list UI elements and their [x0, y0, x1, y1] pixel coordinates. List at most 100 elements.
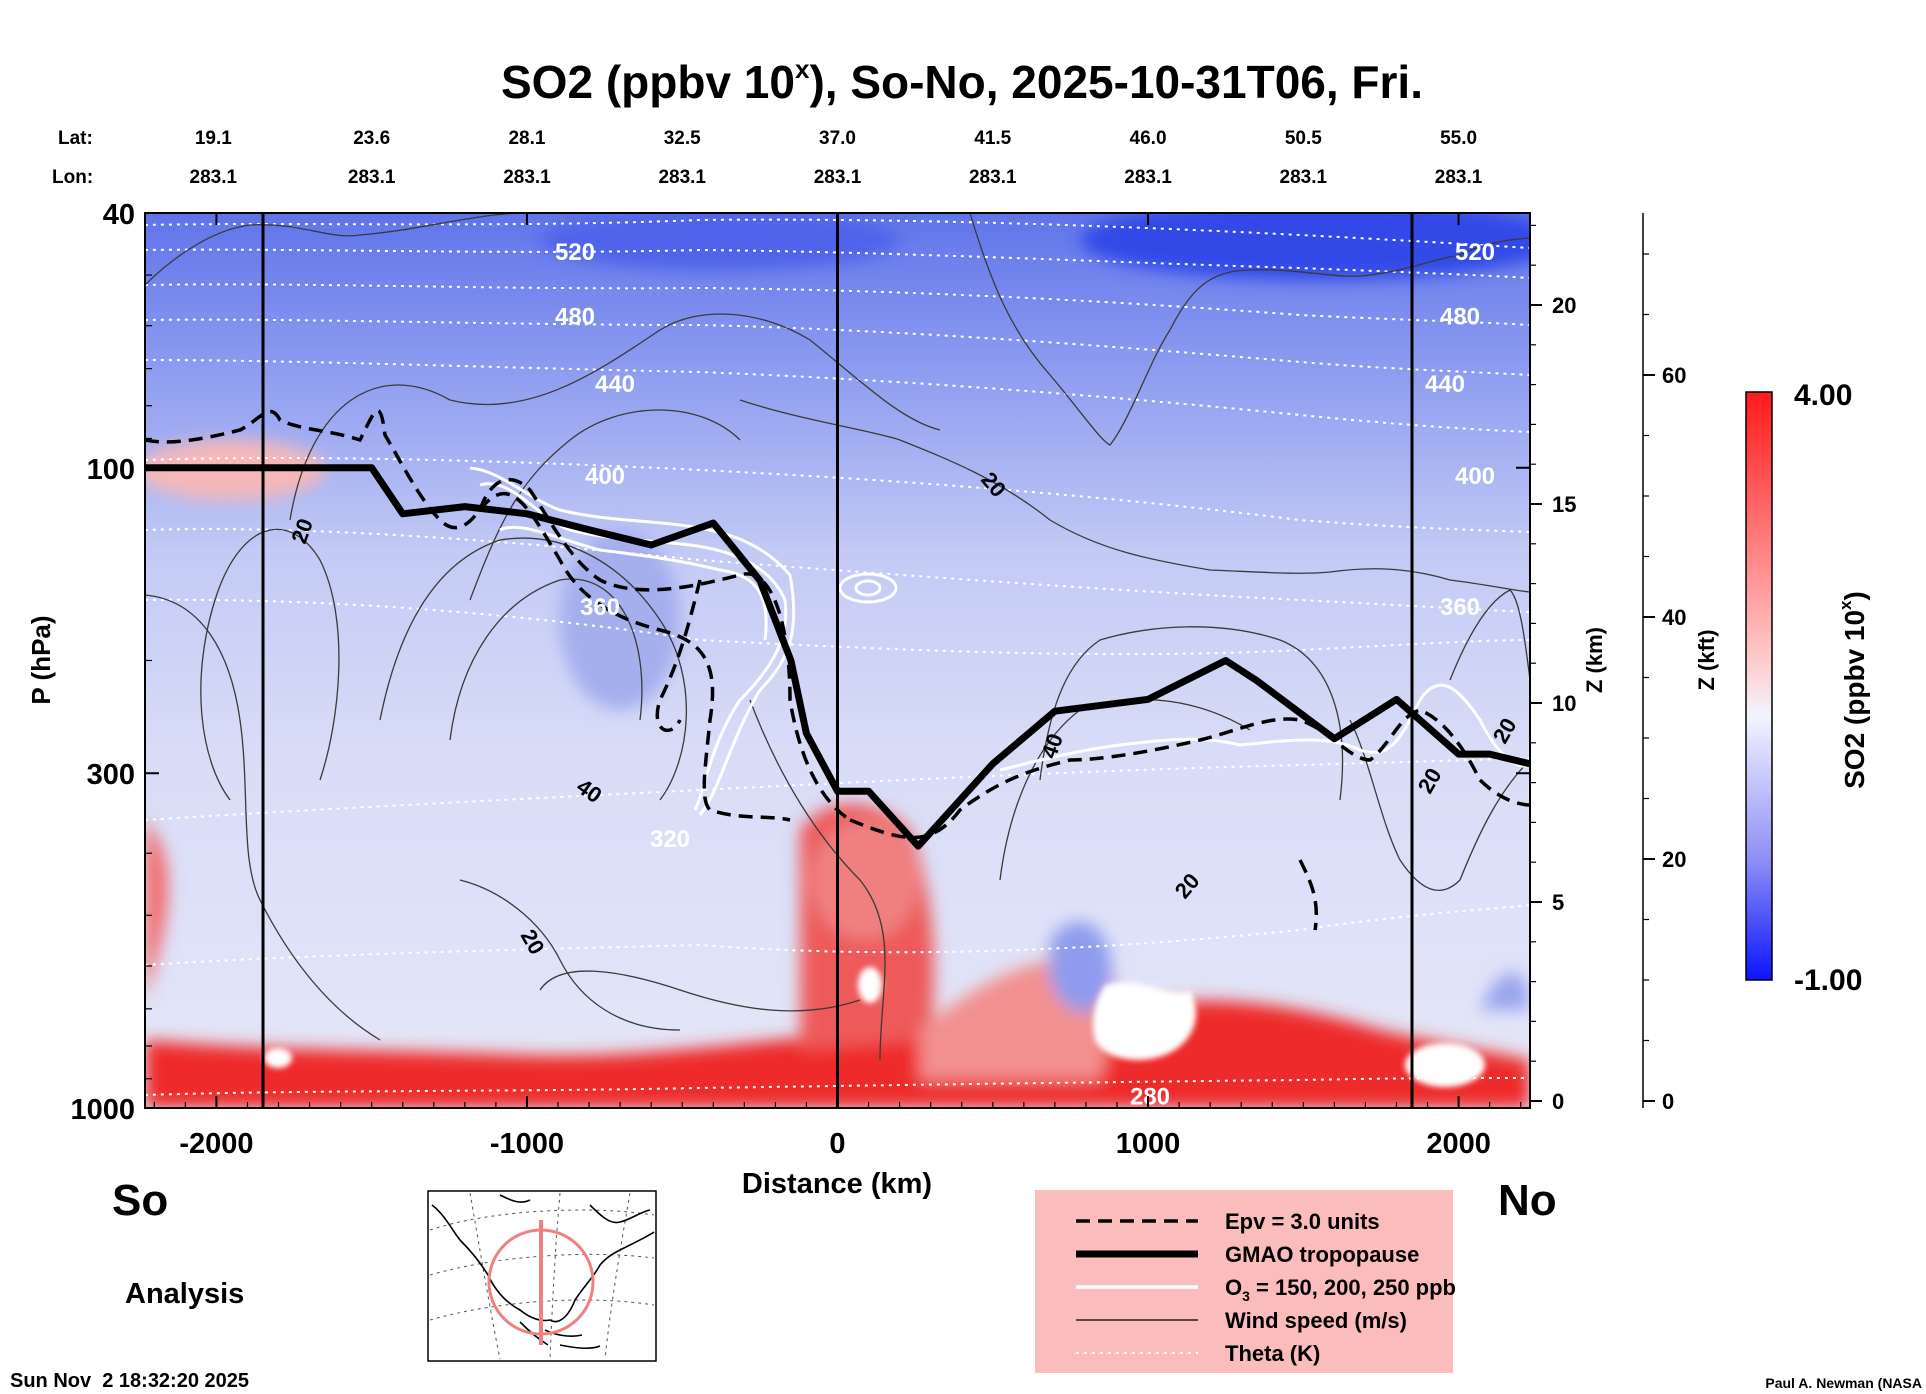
- chart-title: SO2 (ppbv 10x), So-No, 2025-10-31T06, Fr…: [501, 54, 1423, 108]
- epv-contour-south-2: [1298, 859, 1319, 931]
- legend-theta-label: Theta (K): [1225, 1341, 1320, 1366]
- wind-contour-8: [539, 970, 861, 1012]
- theta-400-line: [145, 457, 1530, 533]
- x-tick-label: -2000: [179, 1128, 253, 1160]
- theta-label: 400: [585, 463, 625, 490]
- lat-value: 41.5: [974, 128, 1011, 149]
- theta-460-line: [145, 318, 1530, 376]
- gmao-tropopause-line: [145, 464, 1530, 850]
- so2-mid-low: [560, 530, 680, 710]
- theta-label: 480: [1440, 303, 1480, 330]
- inset-map-grid: [429, 1192, 655, 1360]
- p-tick-label: 1000: [70, 1094, 135, 1126]
- so2-lower-low-2: [1480, 972, 1530, 1010]
- lat-value: 37.0: [819, 128, 856, 149]
- wind-contour-10: [749, 699, 886, 1061]
- lon-value: 283.1: [348, 167, 396, 188]
- wind-contour-3: [200, 528, 340, 801]
- analysis-label: Analysis: [125, 1278, 244, 1310]
- legend-ozone-label: O3 = 150, 200, 250 ppb: [1225, 1275, 1456, 1304]
- lat-value: 28.1: [508, 128, 545, 149]
- z-km-tick-label: 15: [1552, 492, 1576, 517]
- theta-360-line: [145, 598, 1530, 656]
- wind-contour-2: [145, 594, 381, 1041]
- lon-value: 283.1: [503, 167, 551, 188]
- wind-contour-9: [469, 409, 741, 601]
- footer-timestamp: Sun Nov 2 18:32:20 2025: [10, 1370, 249, 1392]
- epv-contour-mid: [478, 492, 791, 822]
- theta-280-line: [145, 1077, 1530, 1096]
- theta-480-line: [145, 283, 1530, 326]
- lon-value: 283.1: [1280, 167, 1328, 188]
- z-kft-tick-label: 40: [1662, 605, 1686, 630]
- inset-map: [427, 1190, 657, 1362]
- ozone-closed-contour-inner: [854, 579, 882, 597]
- epv-contour-north: [849, 708, 1530, 840]
- x-tick-label: -1000: [490, 1128, 564, 1160]
- vertical-markers: [261, 213, 1414, 1108]
- lon-value: 283.1: [1435, 167, 1483, 188]
- p-tick-label: 300: [87, 759, 135, 791]
- lon-value: 283.1: [658, 167, 706, 188]
- wind-contour-5: [379, 537, 688, 801]
- colorbar-title: SO2 (ppbv 10x): [1836, 591, 1870, 789]
- theta-label: 360: [1440, 594, 1480, 621]
- z-km-tick-label: 0: [1552, 1089, 1564, 1114]
- lat-value: 19.1: [195, 128, 232, 149]
- ozone-contour-150: [469, 466, 796, 816]
- x-axis: -2000 -1000 0 1000 2000: [153, 213, 1522, 1160]
- y-axis-label: P (hPa): [26, 615, 56, 704]
- theta-label: 440: [595, 371, 635, 398]
- colorbar-min-label: -1.00: [1794, 964, 1862, 997]
- wind-contour-11: [969, 213, 1530, 446]
- z-km-tick-label: 20: [1552, 293, 1576, 318]
- theta-labels: 520 520 480 480 440 440 400 400 360 360 320 280: [555, 239, 1495, 1108]
- lon-value: 283.1: [190, 167, 238, 188]
- so2-surface-lower-high: [145, 820, 168, 1000]
- lon-value: 283.1: [969, 167, 1017, 188]
- wind-contour-1: [145, 213, 521, 286]
- theta-310-line: [145, 904, 1530, 966]
- lon-value: 283.1: [1124, 167, 1172, 188]
- theta-label: 520: [555, 239, 595, 266]
- so2-white-blob-3: [1405, 1043, 1485, 1087]
- map-grid-lat-1: [429, 1209, 655, 1231]
- theta-520-line: [145, 218, 1530, 249]
- colorbar-gradient: [1745, 391, 1773, 981]
- z-km-axis: 0 5 10 15 20: [1530, 224, 1576, 1114]
- theta-label: 360: [580, 594, 620, 621]
- p-tick-label: 100: [87, 454, 135, 486]
- z-kft-axis-label: Z (kft): [1694, 629, 1719, 690]
- lon-label: Lon:: [52, 167, 93, 188]
- so2-stratosphere-low: [1080, 213, 1530, 280]
- wind-contour-7: [459, 879, 681, 1031]
- wind-contour-13: [1039, 626, 1344, 801]
- so2-missing-region: [1093, 982, 1196, 1060]
- epv-contour-main: [145, 409, 851, 822]
- x-axis-label: Distance (km): [742, 1168, 932, 1200]
- z-km-tick-label: 10: [1552, 691, 1576, 716]
- lat-label: Lat:: [58, 128, 93, 149]
- pressure-axis: 40 100 300 1000: [70, 199, 1530, 1126]
- wind-contour-6: [449, 578, 643, 741]
- lon-value: 283.1: [814, 167, 862, 188]
- inset-map-coastline: [431, 1194, 655, 1350]
- lat-value: 23.6: [353, 128, 390, 149]
- z-km-tick-label: 5: [1552, 890, 1564, 915]
- lat-lon-header: 19.1 283.1 23.6 283.1 28.1 283.1 32.5 283.1 37.0…: [190, 128, 1483, 188]
- wind-contour-15: [1449, 589, 1530, 681]
- theta-label: 320: [650, 826, 690, 853]
- theta-label: 520: [1455, 239, 1495, 266]
- wind-contour-12: [739, 399, 1530, 593]
- wind-contour-16: [1349, 719, 1461, 891]
- theta-label: 400: [1455, 463, 1495, 490]
- lat-value: 32.5: [664, 128, 701, 149]
- theta-contours: [145, 218, 1530, 1096]
- theta-320-line: [145, 757, 1530, 821]
- epv-contours: [145, 409, 1530, 931]
- p-tick-label: 40: [103, 199, 135, 231]
- x-tick-label: 0: [829, 1128, 845, 1160]
- z-km-axis-label: Z (km): [1582, 627, 1607, 693]
- map-grid-lon-2: [549, 1192, 561, 1360]
- theta-label: 440: [1425, 371, 1465, 398]
